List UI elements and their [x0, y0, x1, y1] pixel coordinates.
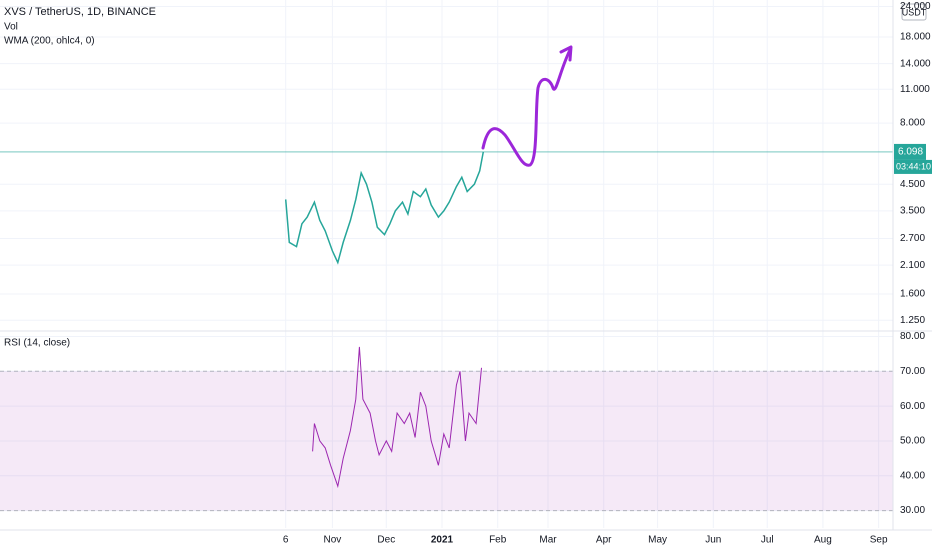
y-tick-label: 40.00	[900, 470, 925, 481]
x-tick-label: 6	[283, 535, 289, 546]
y-tick-label: 14.000	[900, 58, 931, 69]
y-tick-label: 11.000	[900, 84, 930, 95]
arrow-head	[559, 45, 573, 62]
countdown-label: 03:44:10	[896, 161, 931, 171]
rsi-label: RSI (14, close)	[4, 338, 70, 349]
x-tick-label: May	[648, 535, 667, 546]
y-tick-label: 1.250	[900, 315, 925, 326]
last-price-label: 6.098	[898, 147, 923, 158]
y-tick-label: 3.500	[900, 206, 925, 217]
y-tick-label: 2.700	[900, 233, 925, 244]
y-tick-label: 80.00	[900, 331, 925, 342]
y-tick-label: 18.000	[900, 32, 931, 43]
x-tick-label: Dec	[377, 535, 395, 546]
y-tick-label: 60.00	[900, 401, 925, 412]
y-tick-label: 70.00	[900, 366, 925, 377]
x-tick-label: Feb	[489, 535, 507, 546]
marks	[0, 151, 893, 512]
series-line	[312, 346, 482, 489]
x-tick-label: Aug	[814, 535, 832, 546]
y-tick-label: 1.600	[900, 289, 925, 300]
y-tick-label: 50.00	[900, 436, 925, 447]
x-tick-label: Apr	[596, 535, 612, 546]
x-tick-label: Nov	[324, 535, 342, 546]
x-tick-label: Jul	[761, 535, 774, 546]
y-tick-label: 2.100	[900, 260, 925, 271]
currency-badge[interactable]	[901, 3, 927, 21]
last-price-box	[894, 143, 926, 160]
x-tick-label: 2021	[431, 535, 454, 546]
y-tick-label: 4.500	[900, 179, 925, 190]
x-tick-label: Sep	[870, 535, 888, 546]
x-tick-label: Mar	[539, 535, 557, 546]
series-line	[284, 151, 485, 265]
countdown-box	[894, 159, 932, 174]
x-tick-label: Jun	[705, 535, 721, 546]
currency-label: USDT	[902, 7, 927, 17]
symbol-title: XVS / TetherUS, 1D, BINANCE	[4, 6, 156, 18]
drawn-arrow	[481, 48, 572, 167]
volume-label: Vol	[4, 22, 18, 33]
y-tick-label: 30.00	[900, 505, 925, 516]
y-tick-label: 24.000	[900, 1, 931, 12]
indicator-label: WMA (200, ohlc4, 0)	[4, 36, 95, 47]
y-tick-label: 8.000	[900, 118, 925, 129]
